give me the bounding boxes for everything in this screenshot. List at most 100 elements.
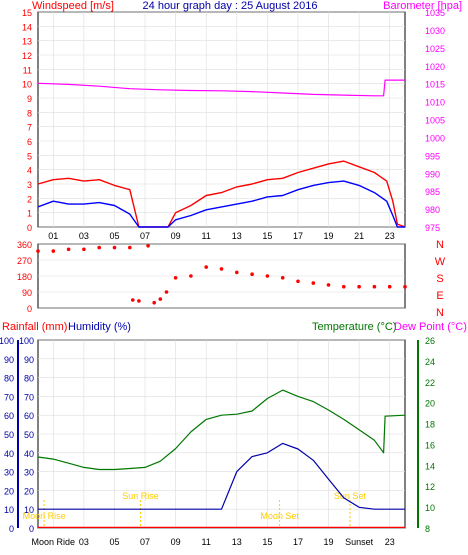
temperature-line bbox=[37, 389, 406, 471]
barometer-tick-label: 980 bbox=[425, 205, 440, 215]
rainfall-tick-label: 100 bbox=[0, 336, 14, 346]
barometer-tick-label: 1035 bbox=[425, 8, 445, 18]
barometer-tick-label: 1025 bbox=[425, 44, 445, 54]
direction-tick-label: 180 bbox=[17, 272, 32, 282]
wind-hour-ticks: 01 03 05 07 09 11 13 15 17 19 21 23 bbox=[48, 231, 394, 241]
humidity-tick-label: 0 bbox=[29, 524, 34, 534]
direction-point bbox=[158, 297, 163, 301]
temp-hour-label: 05 bbox=[109, 537, 119, 547]
temp-grid bbox=[17, 339, 419, 529]
direction-point bbox=[131, 298, 135, 302]
windspeed-tick-label: 11 bbox=[23, 65, 32, 75]
temperature-tick-label: 8 bbox=[425, 524, 430, 534]
graph-title: 24 hour graph day : 25 August 2016 bbox=[143, 0, 318, 12]
temperature-tick-label: 10 bbox=[425, 503, 435, 513]
wind-panel: Windspeed [m/s] 24 hour graph day : 25 A… bbox=[22, 0, 462, 241]
temp-hour-label: 23 bbox=[385, 537, 395, 547]
moon-event-label: Moon Rise bbox=[23, 511, 66, 521]
barometer-axis-label: Barometer [hpa] bbox=[383, 0, 462, 12]
direction-degree-ticks: 0 90 180 270 360 bbox=[17, 240, 32, 314]
temperature-axis-label: Temperature (°C) bbox=[312, 321, 396, 333]
direction-grid bbox=[38, 243, 405, 309]
wind-hour-label: 19 bbox=[324, 231, 334, 241]
rainfall-tick-label: 20 bbox=[4, 486, 14, 496]
direction-point bbox=[36, 249, 40, 253]
temperature-tick-label: 12 bbox=[425, 482, 435, 492]
compass-label: W bbox=[435, 256, 446, 268]
wind-hour-label: 01 bbox=[48, 231, 58, 241]
direction-point bbox=[128, 245, 132, 250]
windspeed-tick-label: 14 bbox=[22, 22, 32, 32]
humidity-tick-label: 50 bbox=[24, 430, 34, 440]
direction-point bbox=[326, 283, 331, 287]
direction-point bbox=[173, 276, 178, 280]
direction-point bbox=[51, 249, 56, 253]
temp-hour-label: 19 bbox=[324, 537, 334, 547]
windspeed-tick-label: 4 bbox=[27, 166, 32, 176]
wind-hour-label: 23 bbox=[385, 231, 395, 241]
wind-hour-label: 13 bbox=[232, 231, 242, 241]
humidity-tick-label: 30 bbox=[24, 468, 34, 478]
barometer-tick-label: 1020 bbox=[425, 62, 445, 72]
barometer-tick-label: 985 bbox=[425, 187, 440, 197]
direction-point bbox=[403, 284, 407, 289]
direction-point bbox=[164, 290, 169, 294]
wind-hour-label: 11 bbox=[202, 231, 211, 241]
direction-point bbox=[82, 247, 86, 252]
sun-event-label: Sun Set bbox=[334, 491, 367, 501]
rainfall-tick-label: 70 bbox=[4, 392, 14, 402]
direction-tick-label: 360 bbox=[17, 240, 32, 250]
direction-point bbox=[219, 267, 224, 271]
rainfall-tick-label: 90 bbox=[4, 355, 14, 365]
dewpoint-axis-label: Dew Point (°C) bbox=[394, 321, 467, 333]
direction-point bbox=[296, 279, 300, 284]
direction-point bbox=[372, 284, 377, 289]
humidity-tick-label: 70 bbox=[24, 392, 34, 402]
windspeed-tick-label: 8 bbox=[27, 108, 32, 118]
temperature-tick-label: 26 bbox=[425, 336, 435, 346]
temp-hour-label: 11 bbox=[202, 537, 211, 547]
rainfall-tick-label: 60 bbox=[4, 411, 14, 421]
direction-point bbox=[235, 270, 239, 275]
rainfall-tick-label: 30 bbox=[4, 468, 14, 478]
windspeed-tick-label: 13 bbox=[22, 37, 32, 47]
temp-hour-label: Moon Ride bbox=[32, 537, 76, 547]
wind-line bbox=[37, 180, 405, 228]
temperature-tick-label: 20 bbox=[425, 399, 435, 409]
barometer-tick-label: 975 bbox=[425, 223, 440, 233]
sun-event-label: Sun Rise bbox=[122, 491, 159, 501]
direction-point bbox=[189, 274, 193, 278]
windspeed-tick-label: 1 bbox=[27, 209, 32, 219]
direction-point bbox=[146, 244, 150, 248]
wind-hour-label: 03 bbox=[79, 231, 89, 241]
rainfall-tick-label: 40 bbox=[4, 449, 14, 459]
windspeed-tick-label: 3 bbox=[27, 180, 32, 190]
temperature-tick-label: 18 bbox=[425, 420, 435, 430]
direction-point bbox=[342, 284, 346, 289]
direction-point bbox=[204, 265, 208, 269]
rainfall-tick-label: 50 bbox=[4, 430, 14, 440]
barometer-line bbox=[37, 79, 405, 97]
wind-hour-label: 09 bbox=[171, 231, 181, 241]
temp-hour-label: Sunset bbox=[345, 537, 374, 547]
temperature-tick-label: 14 bbox=[425, 461, 435, 471]
direction-point bbox=[250, 272, 254, 277]
rainfall-tick-label: 10 bbox=[4, 505, 14, 515]
humidity-tick-label: 100 bbox=[19, 336, 34, 346]
temp-hour-label: 17 bbox=[293, 537, 303, 547]
barometer-tick-label: 1010 bbox=[425, 98, 445, 108]
direction-point bbox=[280, 276, 285, 280]
direction-point bbox=[66, 247, 71, 252]
barometer-tick-label: 1000 bbox=[425, 133, 445, 143]
barometer-tick-label: 995 bbox=[425, 151, 440, 161]
windspeed-tick-label: 6 bbox=[27, 137, 32, 147]
barometer-ticks: 975 980 985 990 995 1000 1005 1010 1015 1020 1025 1… bbox=[425, 8, 445, 233]
temperature-tick-label: 22 bbox=[425, 378, 435, 388]
rainfall-tick-label: 0 bbox=[9, 524, 14, 534]
humidity-tick-label: 40 bbox=[24, 449, 34, 459]
temp-hour-ticks: Moon Ride 03 05 07 09 11 13 15 17 19 Sunset 23 bbox=[32, 537, 395, 547]
direction-tick-label: 90 bbox=[22, 288, 32, 298]
